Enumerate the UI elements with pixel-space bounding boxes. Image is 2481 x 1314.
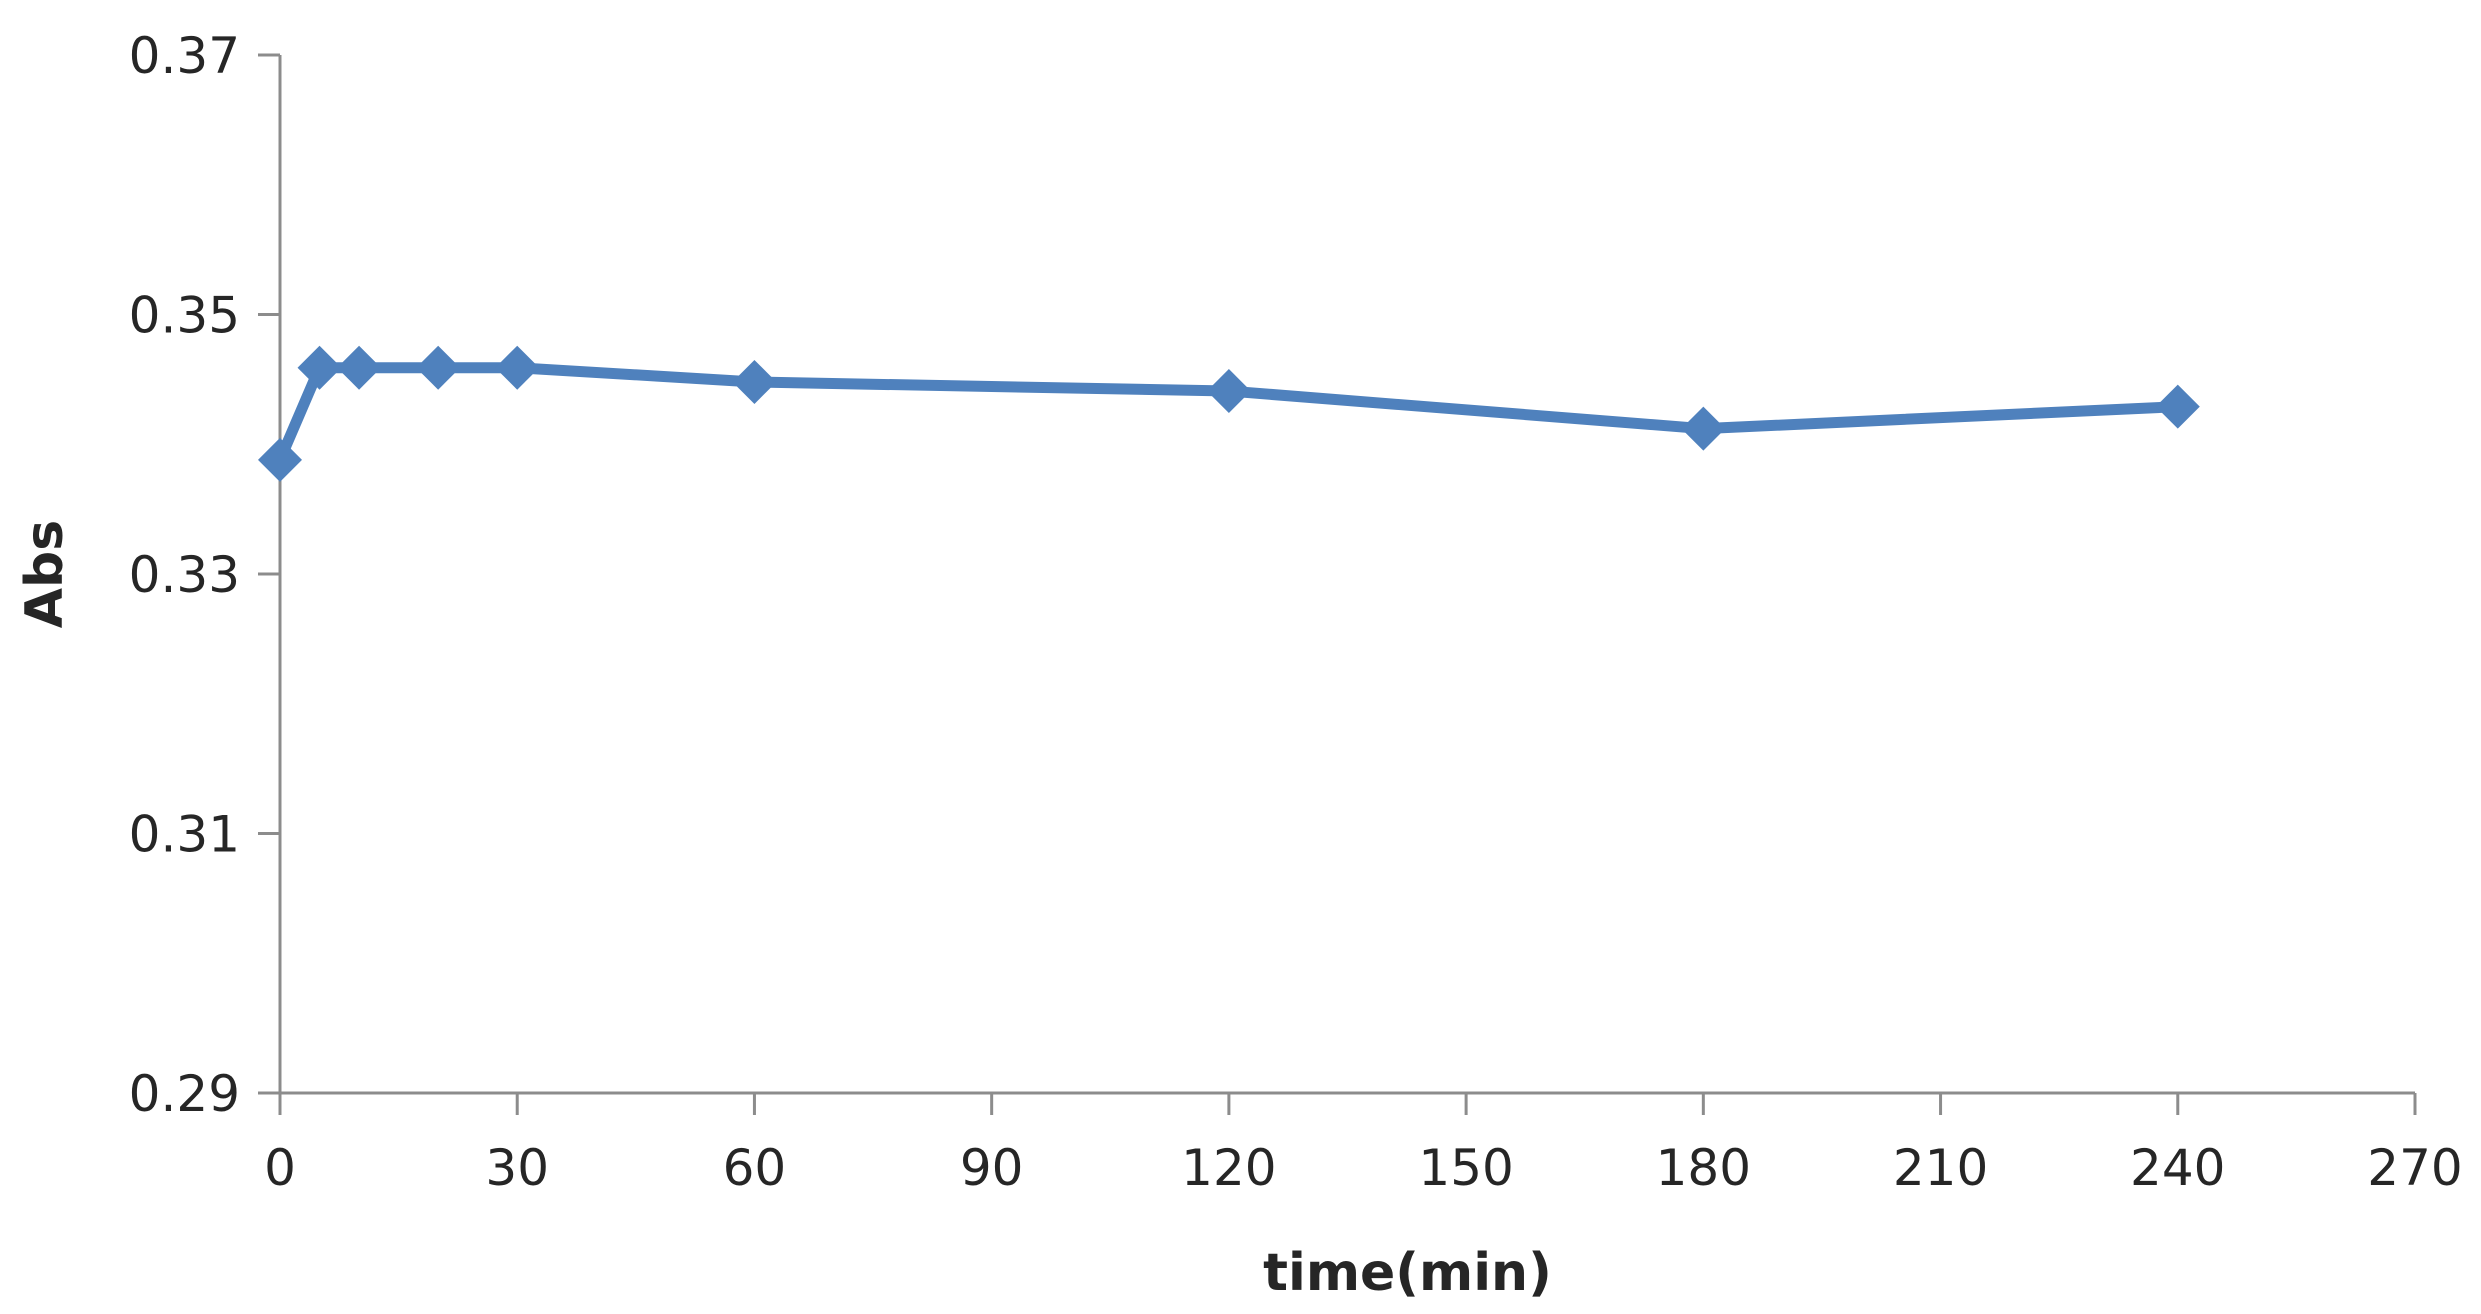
data-point-marker bbox=[416, 345, 461, 390]
data-point-marker bbox=[337, 345, 382, 390]
data-point-marker bbox=[2155, 384, 2200, 429]
y-tick-label: 0.31 bbox=[129, 806, 240, 864]
y-tick-label: 0.35 bbox=[129, 287, 240, 345]
x-tick-label: 180 bbox=[1656, 1139, 1751, 1197]
x-tick-label: 120 bbox=[1181, 1139, 1276, 1197]
x-tick-label: 240 bbox=[2130, 1139, 2225, 1197]
y-axis-ticks: 0.29 0.31 0.33 0.35 0.37 bbox=[129, 27, 280, 1123]
x-tick-label: 0 bbox=[264, 1139, 296, 1197]
x-tick-label: 150 bbox=[1418, 1139, 1513, 1197]
series-layer bbox=[258, 345, 2200, 482]
data-point-marker bbox=[732, 359, 777, 404]
x-tick-label: 60 bbox=[723, 1139, 787, 1197]
data-point-marker bbox=[297, 345, 342, 390]
data-point-marker bbox=[1681, 406, 1726, 451]
x-tick-label: 210 bbox=[1893, 1139, 1988, 1197]
x-axis-ticks: 0 30 60 90 120 150 180 210 240 270 bbox=[264, 1093, 2463, 1197]
x-tick-label: 270 bbox=[2367, 1139, 2462, 1197]
x-axis-title: time(min) bbox=[1263, 1243, 1552, 1303]
x-tick-label: 90 bbox=[960, 1139, 1024, 1197]
y-tick-label: 0.33 bbox=[129, 546, 240, 604]
data-point-marker bbox=[258, 437, 302, 482]
data-point-marker bbox=[1206, 369, 1251, 414]
y-tick-label: 0.37 bbox=[129, 27, 240, 85]
y-tick-label: 0.29 bbox=[129, 1065, 240, 1123]
y-axis-title: Abs bbox=[15, 520, 75, 628]
data-point-marker bbox=[495, 345, 540, 390]
x-tick-label: 30 bbox=[485, 1139, 549, 1197]
